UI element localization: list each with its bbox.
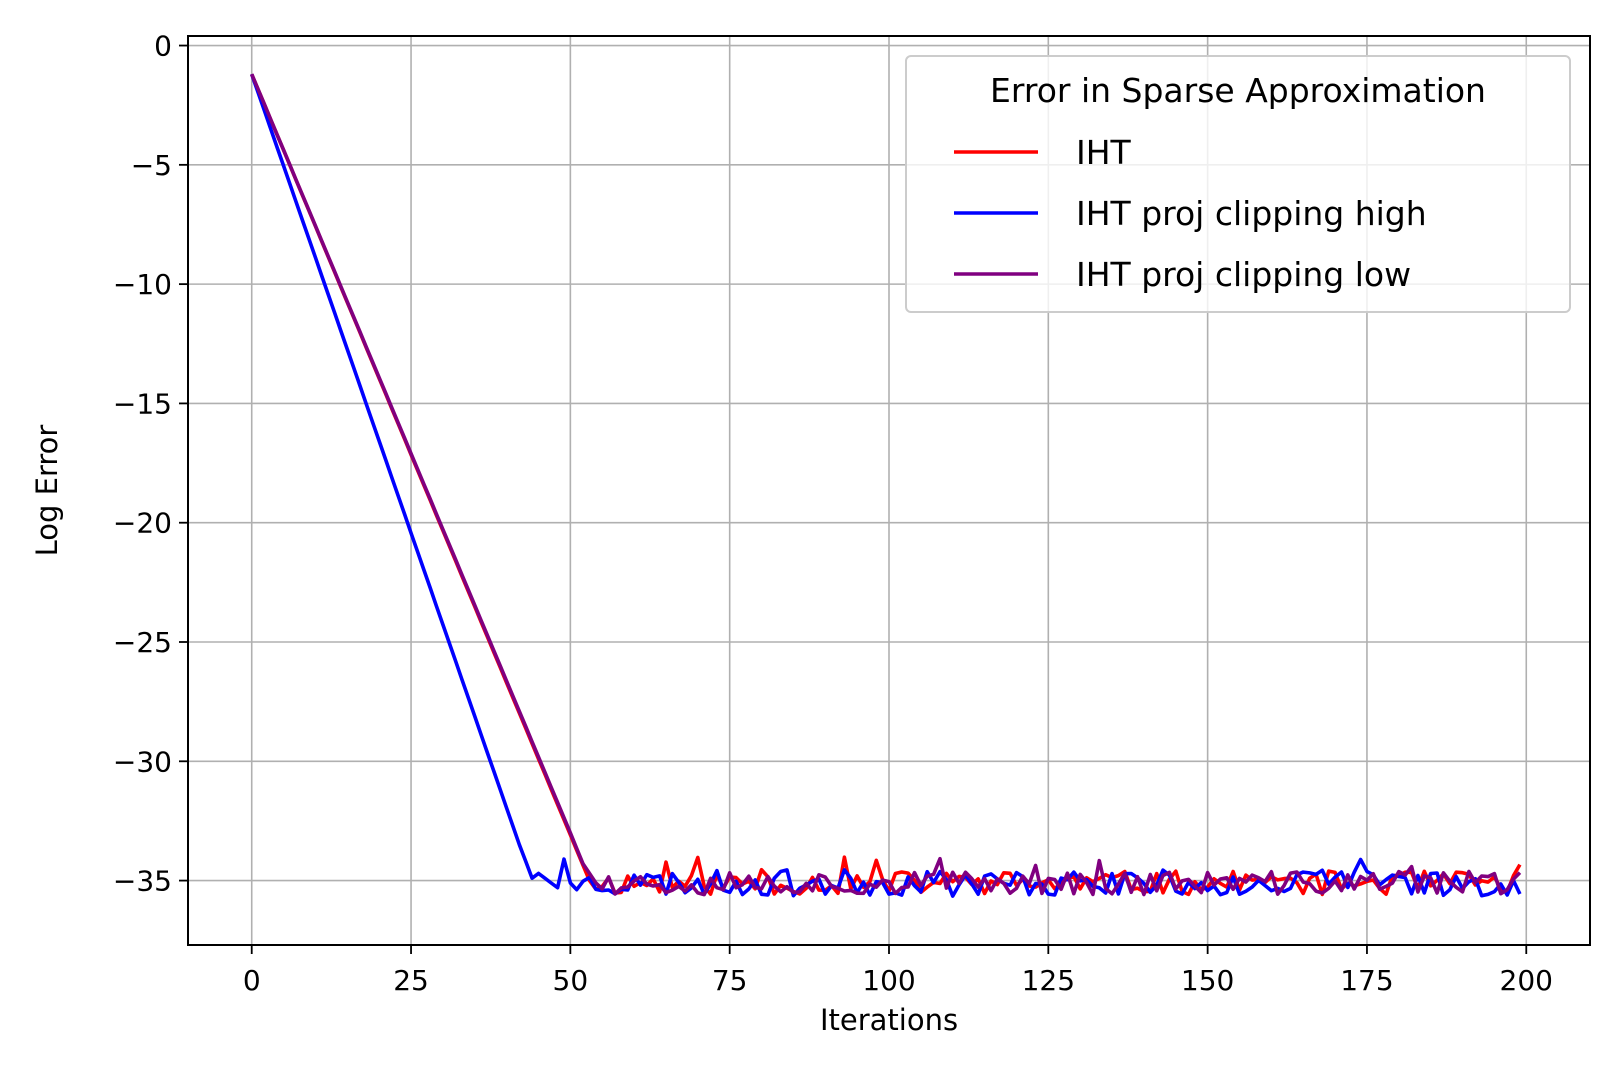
y-tick-label: −20	[113, 507, 172, 540]
x-tick-label: 50	[553, 964, 589, 997]
y-axis-label: Log Error	[30, 425, 64, 557]
legend-entries: IHT IHT proj clipping high IHT proj clippi…	[954, 133, 1427, 294]
x-axis-label: Iterations	[820, 1003, 958, 1037]
axis-ticks: 0 25 50 75 100 125 150 175 200 0 −5 −10 −15 −20 −25 −30…	[113, 30, 1553, 997]
x-tick-label: 25	[393, 964, 429, 997]
legend-title: Error in Sparse Approximation	[990, 71, 1486, 110]
y-tick-label: −35	[113, 865, 172, 898]
x-tick-label: 75	[712, 964, 748, 997]
legend-box	[905, 55, 1571, 313]
y-tick-label: −5	[131, 149, 172, 182]
x-tick-label: 150	[1181, 964, 1234, 997]
y-tick-label: −25	[113, 626, 172, 659]
x-tick-label: 0	[243, 964, 261, 997]
x-tick-label: 125	[1022, 964, 1075, 997]
y-tick-label: −10	[113, 268, 172, 301]
y-tick-label: −30	[113, 745, 172, 778]
series-line-2	[250, 73, 1522, 897]
x-tick-label: 175	[1340, 964, 1393, 997]
legend-label: IHT	[1076, 133, 1132, 172]
legend-label: IHT proj clipping low	[1076, 255, 1411, 294]
legend-label: IHT proj clipping high	[1076, 194, 1427, 233]
y-tick-label: −15	[113, 387, 172, 420]
y-tick-label: 0	[154, 30, 172, 63]
x-tick-label: 100	[862, 964, 915, 997]
series-lines	[250, 73, 1522, 898]
series-line-1	[250, 73, 1522, 898]
legend: Error in Sparse Approximation IHT IHT pro…	[905, 55, 1571, 313]
x-tick-label: 200	[1500, 964, 1553, 997]
